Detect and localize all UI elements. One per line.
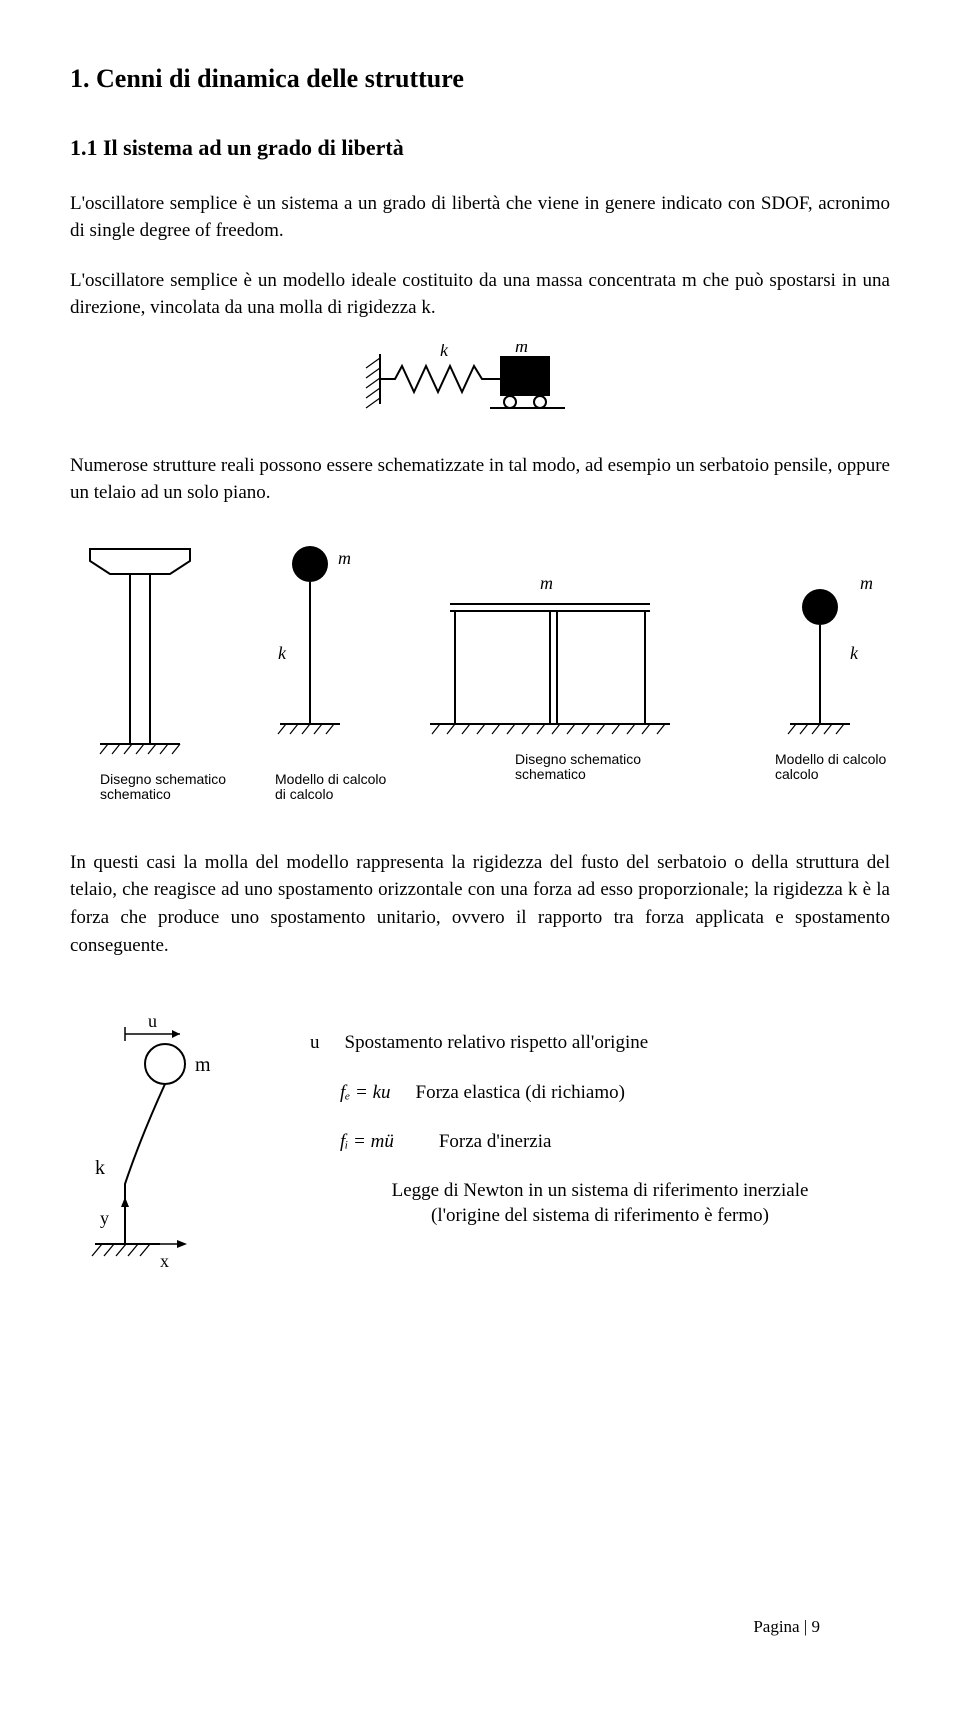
- svg-text:m: m: [540, 573, 553, 593]
- page-number: Pagina | 9: [753, 1615, 820, 1640]
- section-title: 1.1 Il sistema ad un grado di libertà: [70, 132, 890, 164]
- svg-text:schematico: schematico: [515, 766, 586, 782]
- svg-text:x: x: [160, 1251, 169, 1271]
- svg-text:m: m: [195, 1054, 211, 1076]
- figure-cantilever: u m k y x: [70, 1009, 250, 1289]
- svg-text:m: m: [338, 548, 351, 568]
- figure-structures: Disegno schematico schematico m k Modell…: [70, 529, 890, 809]
- svg-text:m: m: [515, 344, 528, 356]
- svg-text:schematico: schematico: [100, 786, 171, 802]
- svg-text:Modello di calcolo: Modello di calcolo: [275, 771, 386, 787]
- def-u: uSpostamento relativo rispetto all'origi…: [310, 1029, 890, 1057]
- svg-text:u: u: [148, 1011, 157, 1031]
- page: { "heading1": "1. Cenni di dinamica dell…: [70, 60, 890, 1670]
- svg-text:Disegno schematico: Disegno schematico: [100, 771, 226, 787]
- paragraph: L'oscillatore semplice è un modello idea…: [70, 267, 890, 322]
- def-fe: fₑ = kuForza elastica (di richiamo): [310, 1079, 890, 1107]
- def-newton: Legge di Newton in un sistema di riferim…: [310, 1178, 890, 1229]
- figure-spring-mass: k m: [70, 344, 890, 424]
- definitions-block: uSpostamento relativo rispetto all'origi…: [310, 1009, 890, 1251]
- chapter-title: 1. Cenni di dinamica delle strutture: [70, 60, 890, 98]
- svg-text:Disegno schematico: Disegno schematico: [515, 751, 641, 767]
- def-fi: fᵢ = müForza d'inerzia: [310, 1128, 890, 1156]
- svg-text:y: y: [100, 1208, 109, 1228]
- svg-text:Modello di calcolo: Modello di calcolo: [775, 751, 886, 767]
- paragraph: Numerose strutture reali possono essere …: [70, 452, 890, 507]
- svg-text:k: k: [850, 643, 859, 663]
- paragraph: L'oscillatore semplice è un sistema a un…: [70, 190, 890, 245]
- svg-text:k: k: [440, 344, 449, 360]
- svg-text:m: m: [860, 573, 873, 593]
- svg-text:calcolo: calcolo: [775, 766, 819, 782]
- svg-text:di calcolo: di calcolo: [275, 786, 334, 802]
- svg-text:k: k: [95, 1157, 105, 1179]
- svg-text:k: k: [278, 643, 287, 663]
- figure-definitions: u m k y x uSpostamento relat: [70, 1009, 890, 1289]
- paragraph: In questi casi la molla del modello rapp…: [70, 849, 890, 959]
